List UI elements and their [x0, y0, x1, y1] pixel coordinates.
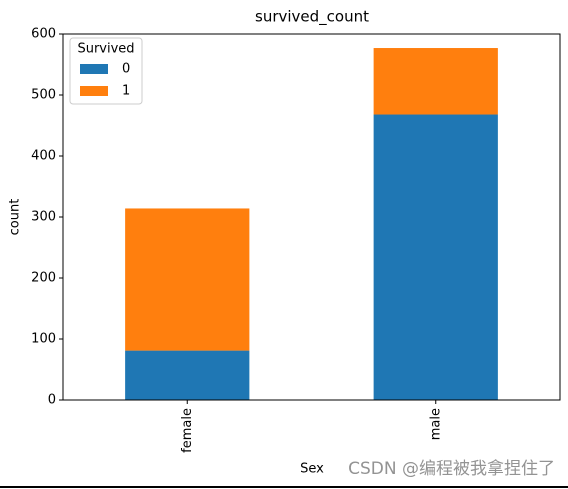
watermark: CSDN @编程被我拿捏住了 — [348, 458, 555, 479]
bar-segment — [125, 208, 250, 351]
legend-swatch — [80, 86, 108, 96]
legend-label: 1 — [122, 84, 130, 99]
legend-label: 0 — [122, 62, 130, 77]
legend-title: Survived — [77, 42, 134, 57]
y-tick-label: 500 — [31, 88, 56, 103]
bar-segment — [373, 114, 498, 401]
bar-segment — [373, 48, 498, 115]
x-axis-label: Sex — [300, 462, 324, 477]
chart-title: survived_count — [255, 8, 369, 27]
x-tick-label: male — [428, 408, 443, 440]
bar-segment — [125, 350, 250, 400]
y-tick-label: 100 — [31, 332, 56, 347]
legend-swatch — [80, 64, 108, 74]
x-tick-label: female — [180, 408, 195, 453]
y-tick-label: 200 — [31, 271, 56, 286]
y-tick-label: 0 — [48, 393, 56, 408]
y-tick-label: 300 — [31, 210, 56, 225]
plot-frame — [62, 33, 561, 401]
y-tick-label: 600 — [31, 27, 56, 42]
y-tick-label: 400 — [31, 149, 56, 164]
y-axis-label: count — [8, 199, 23, 236]
